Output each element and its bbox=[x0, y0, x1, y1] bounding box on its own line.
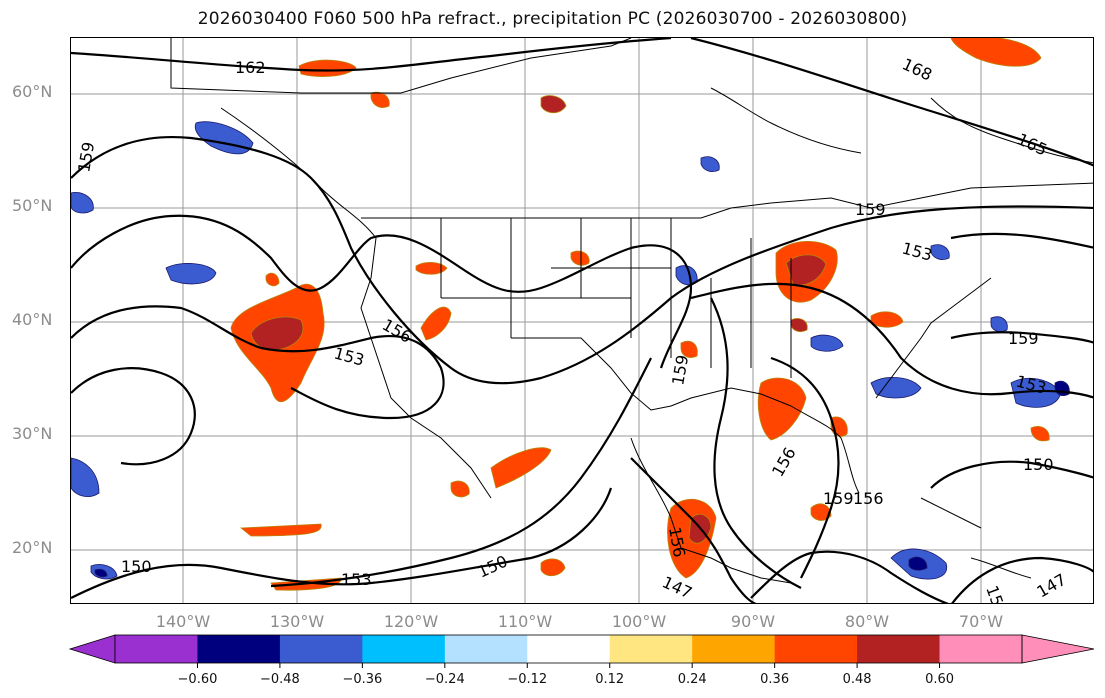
colorbar-bin bbox=[692, 635, 776, 663]
lat-label-20n: 20°N bbox=[12, 538, 53, 557]
lon-label-100w: 100°W bbox=[611, 612, 667, 631]
lon-label-80w: 80°W bbox=[844, 612, 890, 631]
colorbar-bin bbox=[444, 635, 528, 663]
contour-label: 150 bbox=[121, 557, 152, 576]
lon-label-90w: 90°W bbox=[730, 612, 776, 631]
contour-label: 159 bbox=[668, 353, 692, 386]
colorbar-arrow-max bbox=[1021, 634, 1095, 664]
colorbar-tick-label: 0.36 bbox=[760, 672, 789, 687]
precip-negative bbox=[71, 121, 1070, 580]
precip-positive bbox=[230, 38, 1050, 591]
map-title: 2026030400 F060 500 hPa refract., precip… bbox=[197, 9, 908, 29]
contour-label: 147 bbox=[1034, 570, 1070, 602]
colorbar-bin bbox=[857, 635, 941, 663]
colorbar-tick-label: −0.12 bbox=[507, 672, 547, 687]
contours bbox=[71, 38, 1093, 603]
map-panel[interactable]: 162 168 165 159 159 153 156 153 159 153 … bbox=[70, 37, 1094, 604]
colorbar-tick-label: 0.48 bbox=[843, 672, 872, 687]
colorbar-bin bbox=[362, 635, 446, 663]
lat-label-50n: 50°N bbox=[12, 196, 53, 215]
contour-label: 162 bbox=[235, 58, 266, 77]
colorbar-bin bbox=[197, 635, 281, 663]
contour-label: 159 bbox=[823, 489, 854, 508]
colorbar-bin bbox=[609, 635, 693, 663]
contour-label: 153 bbox=[332, 344, 366, 370]
contour-label: 165 bbox=[1014, 129, 1050, 159]
colorbar-bin bbox=[527, 635, 611, 663]
colorbar-bin bbox=[115, 635, 198, 663]
lon-label-140w: 140°W bbox=[155, 612, 211, 631]
contour-label: 156 bbox=[853, 489, 884, 508]
contour-label: 150 bbox=[475, 551, 511, 581]
graticule bbox=[71, 38, 1093, 603]
contour-label: 168 bbox=[899, 54, 935, 84]
colorbar-tick-label: 0.24 bbox=[678, 672, 707, 687]
colorbar-bin bbox=[939, 635, 1023, 663]
contour-label: 156 bbox=[665, 525, 689, 558]
contour-label: 159 bbox=[1008, 329, 1039, 348]
colorbar-bin bbox=[774, 635, 858, 663]
contour-label: 15 bbox=[982, 583, 1007, 604]
contour-label: 150 bbox=[1023, 455, 1054, 474]
lon-label-110w: 110°W bbox=[497, 612, 553, 631]
lon-label-70w: 70°W bbox=[958, 612, 1004, 631]
colorbar-bins bbox=[68, 634, 1095, 664]
contour-label: 153 bbox=[900, 239, 934, 265]
colorbar-tick-label: −0.60 bbox=[178, 672, 218, 687]
lat-label-40n: 40°N bbox=[12, 310, 53, 329]
contour-label: 159 bbox=[855, 200, 886, 219]
lon-label-120w: 120°W bbox=[383, 612, 439, 631]
contour-label: 153 bbox=[341, 570, 372, 589]
lat-label-30n: 30°N bbox=[12, 424, 53, 443]
contour-label: 147 bbox=[659, 572, 695, 602]
colorbar-ticks: −0.60 −0.48 −0.36 −0.24 −0.12 0.12 0.24 0.36 0.4… bbox=[178, 663, 954, 687]
colorbar-tick-label: −0.48 bbox=[260, 672, 300, 687]
colorbar-tick-label: −0.24 bbox=[425, 672, 465, 687]
colorbar-bin bbox=[279, 635, 363, 663]
colorbar-outline bbox=[114, 634, 1023, 664]
coastlines bbox=[170, 38, 1093, 584]
lat-label-60n: 60°N bbox=[12, 82, 53, 101]
colorbar-tick-label: −0.36 bbox=[342, 672, 382, 687]
contour-label: 156 bbox=[768, 444, 800, 480]
colorbar: −0.60 −0.48 −0.36 −0.24 −0.12 0.12 0.24 0.36 0.4… bbox=[68, 634, 1095, 687]
colorbar-tick-label: 0.12 bbox=[595, 672, 624, 687]
map-svg: 162 168 165 159 159 153 156 153 159 153 … bbox=[71, 38, 1093, 604]
colorbar-tick-label: 0.60 bbox=[925, 672, 954, 687]
lon-label-130w: 130°W bbox=[269, 612, 325, 631]
colorbar-arrow-min bbox=[68, 634, 116, 664]
contour-label: 159 bbox=[74, 140, 98, 173]
contour-label: 156 bbox=[379, 315, 415, 347]
